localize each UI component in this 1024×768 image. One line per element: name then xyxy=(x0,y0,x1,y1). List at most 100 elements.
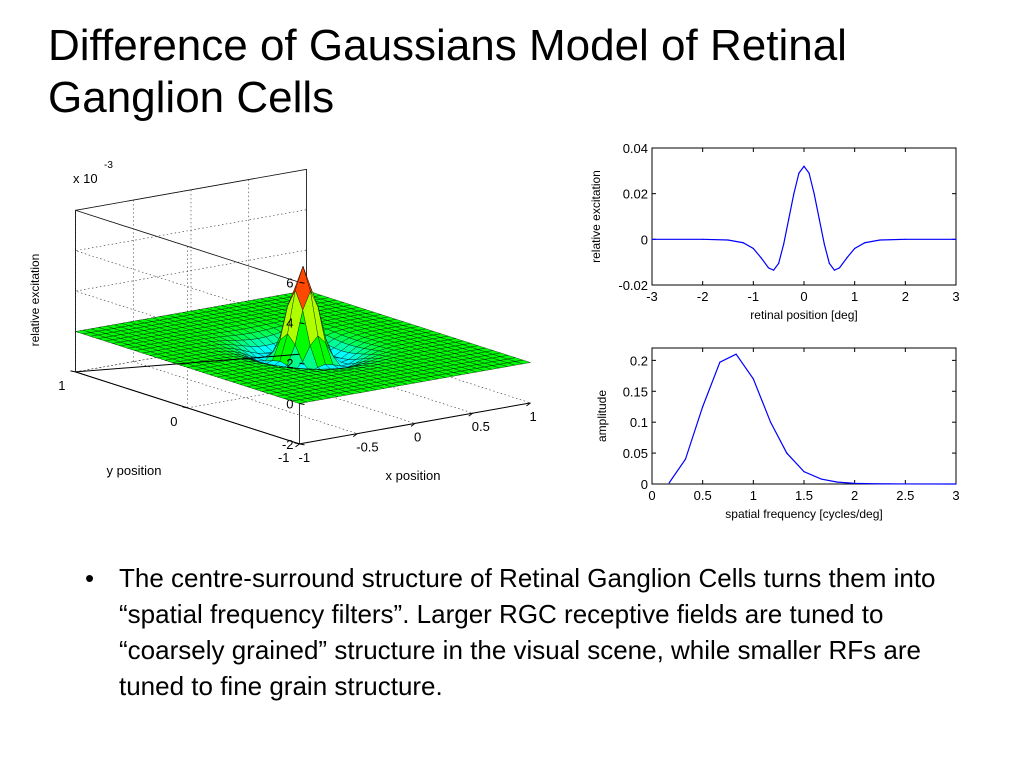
data-point xyxy=(887,483,889,485)
data-point xyxy=(854,482,856,484)
data-point xyxy=(803,471,805,473)
data-point xyxy=(793,193,795,195)
data-point xyxy=(808,172,810,174)
z-tick-label: 4 xyxy=(286,316,293,331)
data-point xyxy=(702,406,704,408)
z-axis-label: relative excitation xyxy=(28,254,42,347)
z-tick-label: 0 xyxy=(286,397,293,412)
data-point xyxy=(955,238,957,240)
x-tick-label: -0.5 xyxy=(356,440,378,455)
data-point xyxy=(813,193,815,195)
x-axis-label: retinal position [deg] xyxy=(750,308,857,322)
z-exponent-label: x 10 xyxy=(73,171,98,186)
y-tick-label: 0.2 xyxy=(630,353,648,368)
data-point xyxy=(828,262,830,264)
x-axis-line xyxy=(299,402,531,445)
data-point xyxy=(823,243,825,245)
y-axis-label: amplitude xyxy=(595,390,609,442)
x-tick-label: 1 xyxy=(530,409,537,424)
data-point xyxy=(719,361,721,363)
data-point xyxy=(702,238,704,240)
data-point xyxy=(668,482,670,484)
x-tick-label: 3 xyxy=(952,289,959,304)
x-tick-label: 2 xyxy=(851,488,858,503)
z-tick-mark xyxy=(299,322,305,325)
surface-mesh xyxy=(75,265,531,404)
y-axis-label: relative excitation xyxy=(589,170,603,263)
data-point xyxy=(854,247,856,250)
x-tick-label: 3 xyxy=(952,488,959,503)
slide-title: Difference of Gaussians Model of Retinal… xyxy=(48,21,847,122)
x-tick-mark xyxy=(295,443,300,448)
y-tick-label: 0.04 xyxy=(623,141,648,156)
surface-patch xyxy=(515,359,531,365)
x-tick-label: 0 xyxy=(648,488,655,503)
series-line xyxy=(668,353,957,485)
z-exponent-power: -3 xyxy=(104,160,113,171)
plot-frame xyxy=(651,347,957,485)
z-tick-mark xyxy=(299,281,305,284)
bullet-mark: • xyxy=(85,563,95,593)
x-tick-label: 1 xyxy=(750,488,757,503)
z-tick-label: -2 xyxy=(282,437,294,452)
z-axis-line xyxy=(75,353,300,373)
data-point xyxy=(752,378,754,380)
y-tick-label: 0.1 xyxy=(630,415,648,430)
data-point xyxy=(879,239,881,241)
y-tick-label: 0.02 xyxy=(623,187,648,202)
y-axis-line xyxy=(75,371,300,445)
z-tick-mark xyxy=(299,403,305,405)
data-point xyxy=(752,247,754,250)
data-point xyxy=(818,218,820,220)
x-tick-label: 2.5 xyxy=(896,488,914,503)
plot-frame xyxy=(651,147,957,286)
grid-line xyxy=(306,330,531,404)
z-tick-label: 6 xyxy=(286,275,293,290)
data-point xyxy=(803,165,805,167)
x-axis-label: spatial frequency [cycles/deg] xyxy=(725,507,882,521)
data-point xyxy=(742,242,744,244)
z-tick-label: 2 xyxy=(286,356,293,371)
data-point xyxy=(871,483,873,485)
y-tick-label: 0 xyxy=(641,477,648,492)
y-tick-label: 0 xyxy=(641,232,648,247)
data-point xyxy=(836,481,839,483)
data-point xyxy=(798,172,800,174)
x-tick-label: 0.5 xyxy=(472,419,490,434)
x-tick-label: 1 xyxy=(851,289,858,304)
x-tick-label: 0 xyxy=(800,289,807,304)
y-axis-label: y position xyxy=(107,463,162,478)
bullet-text: The centre-surround structure of Retinal… xyxy=(119,563,936,701)
data-point xyxy=(904,238,906,240)
y-tick-label: 0 xyxy=(170,414,177,429)
y-tick-label: -1 xyxy=(278,450,290,465)
data-point xyxy=(838,267,841,269)
y-tick-label: 0.05 xyxy=(623,446,648,461)
x-tick-label: -1 xyxy=(748,289,760,304)
data-point xyxy=(786,452,788,454)
z-tick-mark xyxy=(299,362,305,365)
data-point xyxy=(955,483,957,485)
y-tick-mark xyxy=(70,370,76,373)
x-tick-label: 1.5 xyxy=(795,488,813,503)
data-point xyxy=(864,242,866,244)
x-tick-label: -3 xyxy=(646,289,658,304)
x-axis-label: x position xyxy=(386,468,441,483)
data-point xyxy=(788,218,790,220)
data-point xyxy=(760,257,762,259)
grid-line xyxy=(190,351,416,424)
x-tick-label: -2 xyxy=(697,289,709,304)
data-point xyxy=(833,269,836,271)
data-point xyxy=(767,267,770,269)
x-tick-label: 2 xyxy=(902,289,909,304)
x-tick-label: -1 xyxy=(299,450,311,465)
data-point xyxy=(735,353,737,355)
data-point xyxy=(769,421,772,423)
data-point xyxy=(904,483,906,485)
data-point xyxy=(846,257,848,259)
grid-line xyxy=(133,361,358,434)
grid-line xyxy=(248,340,473,414)
